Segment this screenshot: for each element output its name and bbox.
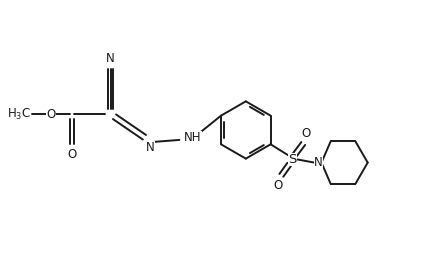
Text: O: O (46, 108, 56, 121)
Text: S: S (288, 153, 297, 166)
Text: H$_3$C: H$_3$C (7, 106, 31, 122)
Text: NH: NH (184, 131, 202, 145)
Text: O: O (273, 179, 282, 192)
Text: O: O (67, 148, 77, 161)
Text: N: N (146, 141, 155, 154)
Text: N: N (314, 156, 323, 169)
Text: O: O (301, 127, 311, 140)
Text: N: N (106, 52, 115, 65)
